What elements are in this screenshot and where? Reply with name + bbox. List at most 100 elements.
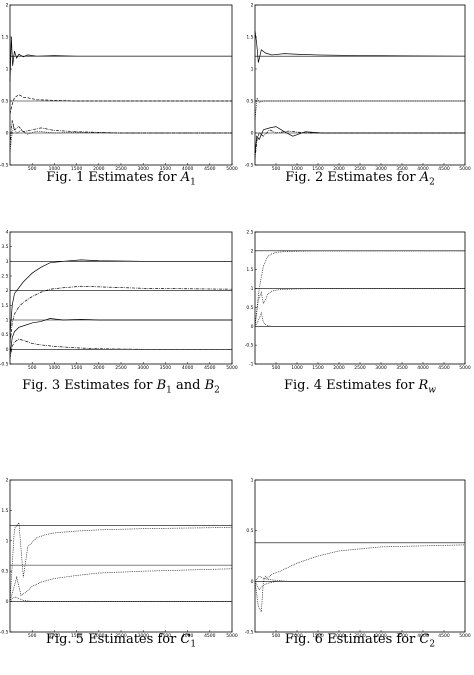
x-tick-label: 1500 <box>312 365 324 371</box>
figure-caption-4: Fig. 4 Estimates for Rw <box>244 378 474 396</box>
caption-variable: C <box>180 632 191 647</box>
x-tick-label: 5000 <box>459 365 471 371</box>
plot-frame <box>254 479 466 633</box>
caption-variable: C <box>419 632 430 647</box>
caption-prefix: Fig. 1 Estimates for <box>46 170 181 185</box>
x-tick-label: 1500 <box>312 633 324 639</box>
x-tick-label: 2000 <box>333 633 345 639</box>
caption-prefix: Fig. 4 Estimates for <box>283 378 419 393</box>
y-tick-label: 1 <box>6 67 9 73</box>
x-tick-label: 2500 <box>115 365 127 371</box>
x-tick-label: 3500 <box>396 633 408 639</box>
x-tick-label: 2000 <box>333 166 345 172</box>
series-line-3 <box>254 311 465 327</box>
x-tick-label: 2000 <box>93 365 105 371</box>
y-tick-label: 0 <box>6 131 9 137</box>
y-tick-label: 2 <box>251 3 254 9</box>
x-tick-label: 1500 <box>312 166 324 172</box>
series-line-4 <box>9 125 232 153</box>
y-tick-label: 0.5 <box>246 528 253 534</box>
caption-subscript: 2 <box>214 385 220 396</box>
series-line-4 <box>9 338 232 359</box>
series-line-1 <box>254 544 466 613</box>
x-tick-label: 3500 <box>396 166 408 172</box>
x-tick-label: 5000 <box>226 166 238 172</box>
caption-subscript: 1 <box>166 385 172 396</box>
caption-prefix: Fig. 5 Estimates for <box>45 632 181 647</box>
series-line-3 <box>254 580 465 591</box>
y-tick-label: 2 <box>6 478 9 484</box>
y-tick-label: 1 <box>251 67 254 73</box>
series-line-2 <box>254 575 465 582</box>
x-tick-label: 2000 <box>333 365 345 371</box>
caption-prefix: Fig. 2 Estimates for <box>285 170 420 185</box>
y-tick-label: 0.5 <box>1 569 8 575</box>
series-line-1 <box>254 30 466 63</box>
series-line-3 <box>9 596 232 602</box>
caption-prefix: Fig. 3 Estimates for <box>22 378 157 393</box>
x-tick-label: 3000 <box>375 166 387 172</box>
y-tick-label: 1.5 <box>246 267 253 273</box>
x-tick-label: 2500 <box>354 166 366 172</box>
series-line-2 <box>254 288 465 327</box>
y-tick-label: 1.5 <box>246 35 253 41</box>
x-tick-label: 4500 <box>204 365 216 371</box>
x-tick-label: 1500 <box>71 633 83 639</box>
x-tick-label: 4500 <box>438 365 450 371</box>
x-tick-label: 5000 <box>459 166 471 172</box>
figure-caption-3: Fig. 3 Estimates for B1 and B2 <box>5 378 237 396</box>
x-tick-label: 1000 <box>291 166 303 172</box>
x-tick-label: 3500 <box>160 365 172 371</box>
y-tick-label: 0.5 <box>1 332 8 338</box>
caption-variable: B <box>204 378 215 393</box>
y-tick-label: 1 <box>251 286 254 292</box>
x-tick-label: 2000 <box>93 166 105 172</box>
x-tick-label: 4000 <box>182 166 194 172</box>
caption-prefix: Fig. 6 Estimates for <box>284 632 420 647</box>
series-line-2 <box>9 94 232 114</box>
x-tick-label: 3000 <box>137 633 149 639</box>
x-tick-label: 2500 <box>115 166 127 172</box>
x-tick-label: 500 <box>272 166 281 172</box>
x-tick-label: 2500 <box>354 633 366 639</box>
y-tick-label: -0.5 <box>245 343 254 349</box>
x-tick-label: 5000 <box>459 633 471 639</box>
x-tick-label: 3500 <box>396 365 408 371</box>
x-tick-label: 500 <box>272 365 281 371</box>
y-tick-label: 1.5 <box>1 508 8 514</box>
x-tick-label: 4500 <box>204 633 216 639</box>
y-tick-label: 3 <box>6 259 9 265</box>
x-tick-label: 500 <box>28 633 37 639</box>
x-tick-label: 4000 <box>417 633 429 639</box>
series-line-1 <box>9 521 233 602</box>
y-tick-label: -0.5 <box>245 163 254 169</box>
y-tick-label: 2 <box>251 248 254 254</box>
x-tick-label: 4500 <box>204 166 216 172</box>
series-line-3 <box>9 120 232 146</box>
y-tick-label: 0 <box>251 324 254 330</box>
series-line-2 <box>9 568 233 602</box>
x-tick-label: 4500 <box>438 166 450 172</box>
y-tick-label: 0.5 <box>246 305 253 311</box>
x-tick-label: 3000 <box>375 633 387 639</box>
y-tick-label: 1 <box>251 478 254 484</box>
x-tick-label: 1000 <box>49 166 61 172</box>
series-line-2 <box>254 96 465 121</box>
caption-variable: B <box>156 378 167 393</box>
y-tick-label: -0.5 <box>0 163 9 169</box>
y-tick-label: -0.5 <box>0 630 9 636</box>
y-tick-label: 0.5 <box>1 99 8 105</box>
x-tick-label: 1000 <box>291 633 303 639</box>
y-tick-label: 2 <box>6 288 9 294</box>
y-tick-label: 0 <box>6 347 9 353</box>
x-tick-label: 4000 <box>417 166 429 172</box>
caption-variable: A <box>180 170 191 185</box>
y-tick-label: 1 <box>6 538 9 544</box>
x-tick-label: 2500 <box>115 633 127 639</box>
caption-subscript: w <box>428 385 436 396</box>
